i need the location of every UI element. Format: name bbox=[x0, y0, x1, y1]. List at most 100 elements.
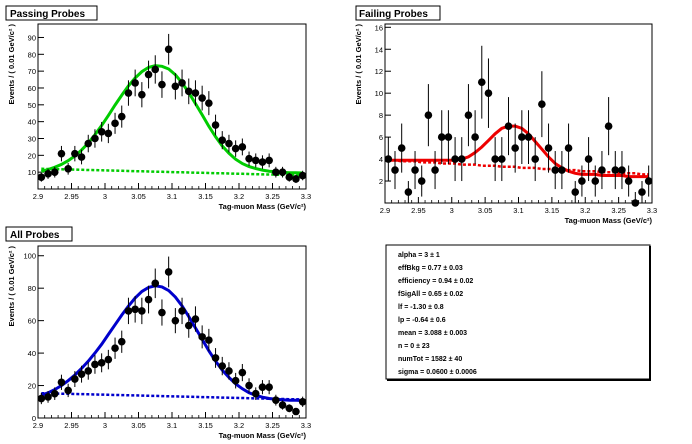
failing-data-point bbox=[631, 199, 640, 207]
failing-data-point bbox=[644, 177, 653, 185]
failing-data-point bbox=[558, 166, 566, 174]
passing-data-point bbox=[171, 82, 180, 91]
failing-total-fit-line bbox=[388, 124, 649, 179]
passing-xtick-label: 3 bbox=[103, 192, 107, 201]
passing-data-point bbox=[205, 99, 213, 107]
all-xtick-label: 3.05 bbox=[131, 421, 146, 430]
all-data-point bbox=[285, 404, 294, 413]
all-xtick-label: 3.3 bbox=[301, 421, 311, 430]
all-data-point bbox=[265, 383, 273, 391]
failing-ytick-label: 4 bbox=[379, 155, 383, 164]
failing-x-axis-label: Tag-muon Mass (GeV/c²) bbox=[565, 216, 653, 225]
passing-plot-area: 2.9 2.95 3 3.05 3.1 3.15 3.2 3.25 3.3 10 20 30 40 50 6… bbox=[7, 23, 311, 211]
passing-data-point bbox=[298, 171, 307, 180]
passing-data-point bbox=[272, 168, 280, 176]
failing-data-point bbox=[611, 166, 620, 174]
passing-data-point bbox=[144, 70, 153, 79]
failing-data-point bbox=[424, 111, 433, 119]
passing-xtick-label: 3.1 bbox=[167, 192, 177, 201]
all-xtick-label: 3.1 bbox=[167, 421, 177, 430]
passing-data-point bbox=[258, 158, 267, 166]
failing-xtick-label: 3.05 bbox=[478, 206, 493, 215]
failing-xtick-label: 3.15 bbox=[545, 206, 560, 215]
all-data-point bbox=[272, 396, 280, 404]
all-ytick-label: 0 bbox=[32, 414, 36, 423]
failing-data-point bbox=[498, 155, 506, 163]
all-data-point bbox=[184, 321, 193, 330]
all-data-point bbox=[44, 393, 52, 401]
all-data-point bbox=[57, 378, 66, 387]
all-y-axis-label: Events / ( 0.01 GeV/c² ) bbox=[7, 246, 16, 327]
all-data-point bbox=[91, 360, 99, 369]
passing-data-point bbox=[218, 136, 227, 144]
all-data-point bbox=[151, 279, 160, 288]
stat-efficiency: efficiency = 0.94 ± 0.02 bbox=[398, 278, 473, 285]
failing-data-point bbox=[411, 166, 419, 174]
passing-data-point bbox=[191, 89, 200, 97]
all-data-point bbox=[171, 316, 180, 325]
passing-data-point bbox=[50, 168, 59, 176]
passing-probes-panel: Passing Probes 2.9 2.95 3 3.05 3.1 3.15 3.2 3.2… bbox=[5, 5, 311, 211]
all-data-point bbox=[292, 407, 300, 416]
passing-data-point bbox=[158, 80, 166, 89]
failing-xtick-label: 2.9 bbox=[380, 206, 390, 215]
failing-plot-area: 2.9 2.95 3 3.05 3.1 3.15 3.2 3.25 3.3 2 4 6 8 10 12 14 1… bbox=[354, 23, 657, 225]
failing-data-point bbox=[417, 177, 426, 185]
failing-data-point bbox=[464, 111, 473, 119]
all-data-point bbox=[50, 389, 59, 398]
passing-data-point bbox=[37, 173, 46, 182]
all-data-point bbox=[158, 308, 166, 317]
failing-data-point bbox=[437, 133, 446, 141]
failing-data-point bbox=[584, 155, 593, 163]
all-data-point bbox=[218, 362, 227, 370]
failing-data-point bbox=[511, 144, 519, 152]
stat-lp: lp = -0.64 ± 0.6 bbox=[398, 317, 446, 324]
passing-data-point bbox=[238, 143, 247, 151]
all-ytick-label: 40 bbox=[28, 349, 36, 358]
passing-xtick-label: 3.3 bbox=[301, 192, 311, 201]
passing-data-point bbox=[285, 173, 294, 182]
passing-data-point bbox=[111, 119, 119, 128]
failing-data-point bbox=[571, 188, 580, 196]
passing-y-axis-label: Events / ( 0.01 GeV/c² ) bbox=[7, 24, 16, 105]
failing-data-point bbox=[531, 155, 539, 163]
stat-sigma: sigma = 0.0600 ± 0.0006 bbox=[398, 369, 477, 376]
all-data-point bbox=[178, 307, 186, 315]
all-data-point bbox=[84, 367, 93, 375]
failing-data-point bbox=[444, 133, 453, 141]
all-xtick-label: 3.25 bbox=[265, 421, 280, 430]
all-x-axis-label: Tag-muon Mass (GeV/c²) bbox=[219, 431, 307, 440]
all-data-point bbox=[238, 368, 247, 377]
failing-data-point bbox=[591, 177, 600, 185]
passing-ytick-label: 10 bbox=[28, 168, 36, 177]
passing-title: Passing Probes bbox=[10, 9, 85, 20]
all-data-point bbox=[117, 337, 126, 346]
all-data-point bbox=[211, 354, 220, 362]
all-data-point bbox=[225, 367, 233, 375]
failing-data-point bbox=[397, 144, 406, 152]
failing-data-point bbox=[391, 166, 399, 174]
all-data-point bbox=[104, 355, 113, 364]
passing-data-point bbox=[151, 65, 160, 74]
stat-fsigall: fSigAll = 0.65 ± 0.02 bbox=[398, 291, 463, 298]
all-data-point bbox=[71, 375, 79, 383]
passing-ytick-label: 40 bbox=[28, 118, 36, 127]
all-ytick-label: 20 bbox=[28, 382, 36, 391]
failing-xtick-label: 3.3 bbox=[647, 206, 657, 215]
passing-data-point bbox=[292, 175, 300, 183]
all-data-point bbox=[205, 336, 213, 344]
failing-data-point bbox=[404, 188, 413, 196]
all-data-point bbox=[97, 359, 106, 367]
passing-data-point bbox=[278, 168, 287, 176]
failing-ytick-label: 8 bbox=[379, 111, 383, 120]
all-data-point bbox=[258, 383, 267, 391]
all-xtick-label: 3.15 bbox=[198, 421, 213, 430]
passing-total-fit-line bbox=[40, 64, 303, 175]
passing-data-point bbox=[117, 112, 126, 121]
passing-data-point bbox=[211, 121, 220, 129]
passing-xtick-label: 3.2 bbox=[234, 192, 244, 201]
all-data-point bbox=[198, 333, 206, 341]
passing-data-point bbox=[164, 45, 173, 54]
failing-data-point bbox=[457, 155, 466, 163]
passing-ytick-label: 80 bbox=[28, 50, 36, 59]
